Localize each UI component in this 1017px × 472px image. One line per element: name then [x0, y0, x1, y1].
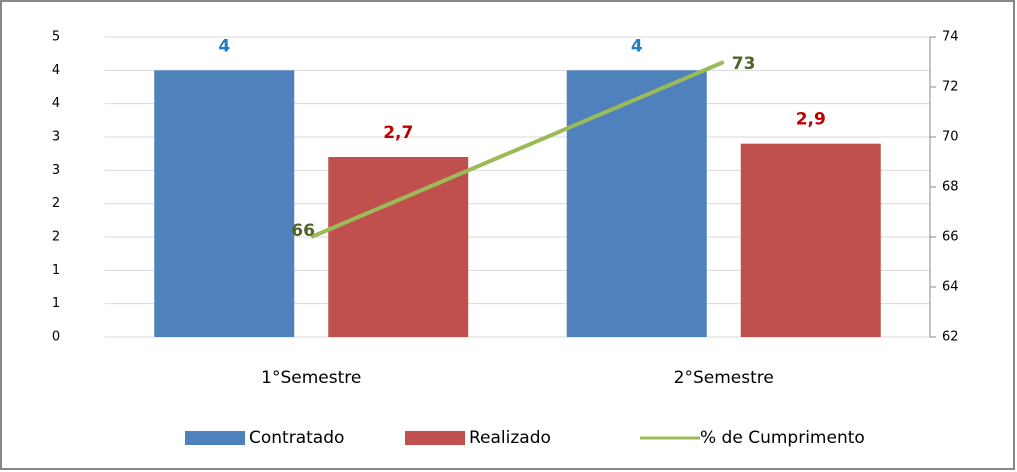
- y-tick-label: 4: [52, 96, 60, 111]
- y-tick-label: 2: [52, 196, 60, 211]
- data-label: 4: [218, 36, 230, 56]
- y-tick-label: 1: [52, 263, 60, 278]
- y-tick-label: 0: [52, 330, 60, 345]
- data-label: 73: [732, 54, 756, 74]
- y-tick-label: 2: [52, 230, 60, 245]
- x-tick-label: 1°Semestre: [261, 368, 361, 388]
- data-label: 2,7: [383, 123, 413, 143]
- y2-tick-label: 62: [942, 330, 959, 345]
- bar: [154, 70, 295, 337]
- y2-tick-label: 66: [942, 230, 959, 245]
- bar: [740, 143, 881, 337]
- y2-tick-label: 64: [942, 280, 959, 295]
- data-label: 2,9: [796, 110, 826, 130]
- legend-swatch: [405, 431, 465, 445]
- y2-tick-label: 68: [942, 180, 959, 195]
- y-tick-label: 3: [52, 163, 60, 178]
- line-series: [310, 60, 725, 239]
- legend-label: % de Cumprimento: [700, 428, 865, 448]
- legend-label: Contratado: [249, 428, 344, 448]
- y2-tick-label: 74: [942, 30, 959, 45]
- legend-swatch: [185, 431, 245, 445]
- y2-tick-label: 72: [942, 80, 959, 95]
- bar: [566, 70, 707, 337]
- legend-label: Realizado: [469, 428, 551, 448]
- y-tick-label: 4: [52, 63, 60, 78]
- bar: [328, 157, 469, 337]
- data-label: 4: [631, 36, 643, 56]
- y-tick-label: 5: [52, 30, 60, 45]
- x-tick-label: 2°Semestre: [674, 368, 774, 388]
- y2-tick-label: 70: [942, 130, 959, 145]
- data-label: 66: [291, 221, 315, 241]
- y-tick-label: 3: [52, 130, 60, 145]
- y-tick-label: 1: [52, 296, 60, 311]
